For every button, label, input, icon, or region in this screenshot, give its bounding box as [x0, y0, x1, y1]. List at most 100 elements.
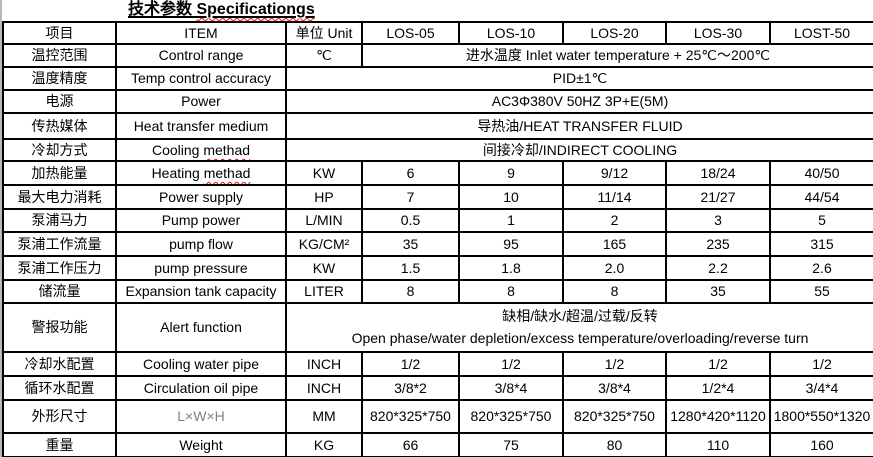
row-circulation-oil-pipe: 循环水配置 Circulation oil pipe INCH 3/8*2 3/… — [2, 375, 873, 401]
misspelled-word: methad — [203, 141, 251, 158]
row-value: 75 — [458, 432, 564, 457]
row-value: 8 — [458, 279, 564, 304]
row-value: 3/4*4 — [769, 375, 873, 401]
row-span-value: AC3Φ380V 50HZ 3P+E(5M) — [285, 89, 873, 114]
row-label-en: pump flow — [115, 231, 287, 257]
alert-function-value: 缺相/缺水/超温/过载/反转 Open phase/water depletio… — [285, 302, 873, 353]
row-heating-capacity: 加热能量 Heating methad KW 6 9 9/12 18/24 40… — [2, 160, 873, 186]
row-value: 11/14 — [562, 184, 667, 210]
row-value: 1.5 — [361, 255, 460, 281]
row-label-en: L×W×H — [115, 399, 287, 434]
row-temp-accuracy: 温度精度 Temp control accuracy PID±1℃ — [2, 66, 873, 91]
row-label-zh: 传热媒体 — [2, 112, 117, 140]
row-value: 1 — [458, 208, 564, 233]
row-label-en: Power — [115, 89, 287, 114]
row-label-zh: 重量 — [2, 432, 117, 457]
alert-line-en: Open phase/water depletion/excess temper… — [351, 329, 809, 346]
row-label-zh: 泵浦工作流量 — [2, 231, 117, 257]
row-value: 40/50 — [769, 160, 873, 186]
row-value: 80 — [562, 432, 667, 457]
row-value: 66 — [361, 432, 460, 457]
row-label-zh: 电源 — [2, 89, 117, 114]
row-unit: ℃ — [285, 43, 363, 68]
title-zh: 技术参数 — [128, 1, 193, 18]
row-label-zh: 冷却方式 — [2, 138, 117, 162]
row-label-zh: 泵浦工作压力 — [2, 255, 117, 281]
row-value: 1/2 — [562, 351, 667, 377]
row-label-zh: 加热能量 — [2, 160, 117, 186]
row-value: 160 — [769, 432, 873, 457]
row-value: 35 — [361, 231, 460, 257]
row-value: 0.5 — [361, 208, 460, 233]
row-value: 110 — [665, 432, 771, 457]
row-value: 5 — [769, 208, 873, 233]
row-value: 9 — [458, 160, 564, 186]
row-value: 21/27 — [665, 184, 771, 210]
spec-table: 项目 ITEM 单位 Unit LOS-05 LOS-10 LOS-20 LOS… — [2, 21, 873, 457]
row-value: 10 — [458, 184, 564, 210]
row-span-value: 间接冷却/INDIRECT COOLING — [285, 138, 873, 162]
row-value: 820*325*750 — [458, 399, 564, 434]
col-header-model-los-10: LOS-10 — [458, 21, 564, 45]
row-label-en: Cooling water pipe — [115, 351, 287, 377]
row-value: 1.8 — [458, 255, 564, 281]
alert-line-zh: 缺相/缺水/超温/过载/反转 — [502, 308, 658, 324]
row-unit: L/MIN — [285, 208, 363, 233]
row-value: 1800*550*1320 — [769, 399, 873, 434]
row-cooling-method: 冷却方式 Cooling methad 间接冷却/INDIRECT COOLIN… — [2, 138, 873, 162]
row-value: 55 — [769, 279, 873, 304]
row-label-zh: 温度精度 — [2, 66, 117, 91]
row-cooling-water-pipe: 冷却水配置 Cooling water pipe INCH 1/2 1/2 1/… — [2, 351, 873, 377]
row-label-zh: 外形尺寸 — [2, 399, 117, 434]
row-unit: KW — [285, 160, 363, 186]
row-value: 95 — [458, 231, 564, 257]
row-max-power-consumption: 最大电力消耗 Power supply HP 7 10 11/14 21/27 … — [2, 184, 873, 210]
row-unit: KW — [285, 255, 363, 281]
row-pump-pressure: 泵浦工作压力 pump pressure KW 1.5 1.8 2.0 2.2 … — [2, 255, 873, 281]
row-label-zh: 泵浦马力 — [2, 208, 117, 233]
row-value: 1/2 — [665, 351, 771, 377]
row-value: 1/2 — [769, 351, 873, 377]
row-value: 6 — [361, 160, 460, 186]
row-label-zh: 警报功能 — [2, 302, 117, 353]
row-value: 1/2 — [458, 351, 564, 377]
row-value: 18/24 — [665, 160, 771, 186]
row-label-en: Cooling methad — [115, 138, 287, 162]
col-header-item-zh: 项目 — [2, 21, 117, 45]
row-value: 820*325*750 — [562, 399, 667, 434]
col-header-model-los-30: LOS-30 — [665, 21, 771, 45]
row-weight: 重量 Weight KG 66 75 80 110 160 — [2, 432, 873, 457]
row-dimensions: 外形尺寸 L×W×H MM 820*325*750 820*325*750 82… — [2, 399, 873, 434]
row-value: 1/2*4 — [665, 375, 771, 401]
row-label-zh: 储流量 — [2, 279, 117, 304]
row-value: 165 — [562, 231, 667, 257]
row-span-value: 导热油/HEAT TRANSFER FLUID — [285, 112, 873, 140]
row-label-en: Pump power — [115, 208, 287, 233]
row-control-range: 温控范围 Control range ℃ 进水温度 Inlet water te… — [2, 43, 873, 68]
row-pump-flow: 泵浦工作流量 pump flow KG/CM² 35 95 165 235 31… — [2, 231, 873, 257]
page-title: 技术参数 Specificationgs — [2, 0, 873, 21]
row-label-en: pump pressure — [115, 255, 287, 281]
title-en: Specificationgs — [196, 1, 315, 18]
col-header-unit: 单位 Unit — [285, 21, 363, 45]
row-label-en: Heat transfer medium — [115, 112, 287, 140]
row-span-value: 进水温度 Inlet water temperature + 25℃～200℃ — [361, 43, 873, 68]
row-value: 1/2 — [361, 351, 460, 377]
row-value: 2.0 — [562, 255, 667, 281]
row-value: 8 — [562, 279, 667, 304]
row-value: 3 — [665, 208, 771, 233]
row-expansion-tank-capacity: 储流量 Expansion tank capacity LITER 8 8 8 … — [2, 279, 873, 304]
row-label-en: Alert function — [115, 302, 287, 353]
row-value: 7 — [361, 184, 460, 210]
row-label-en: Expansion tank capacity — [115, 279, 287, 304]
row-value: 2.2 — [665, 255, 771, 281]
row-label-en: Control range — [115, 43, 287, 68]
row-label-en: Circulation oil pipe — [115, 375, 287, 401]
row-alert-function: 警报功能 Alert function 缺相/缺水/超温/过载/反转 Open … — [2, 302, 873, 353]
row-label-en: Power supply — [115, 184, 287, 210]
row-label-zh: 温控范围 — [2, 43, 117, 68]
col-header-model-los-05: LOS-05 — [361, 21, 460, 45]
row-value: 9/12 — [562, 160, 667, 186]
col-header-item-en: ITEM — [115, 21, 287, 45]
